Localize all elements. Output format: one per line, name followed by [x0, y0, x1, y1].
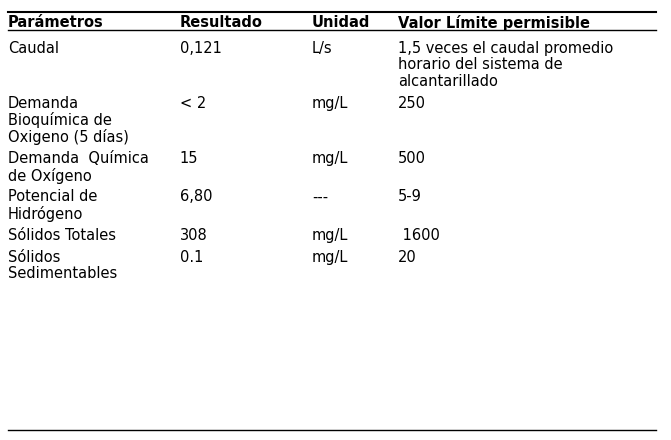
Text: de Oxígeno: de Oxígeno [8, 168, 92, 183]
Text: Potencial de: Potencial de [8, 189, 97, 205]
Text: Valor Límite permisible: Valor Límite permisible [398, 15, 590, 30]
Text: Sólidos: Sólidos [8, 250, 60, 265]
Text: Resultado: Resultado [180, 15, 263, 29]
Text: alcantarillado: alcantarillado [398, 74, 498, 89]
Text: Sedimentables: Sedimentables [8, 266, 117, 281]
Text: 308: 308 [180, 228, 207, 243]
Text: ---: --- [312, 189, 328, 205]
Text: 250: 250 [398, 96, 426, 111]
Text: Caudal: Caudal [8, 41, 59, 56]
Text: 500: 500 [398, 151, 426, 166]
Text: 6,80: 6,80 [180, 189, 212, 205]
Text: 0,121: 0,121 [180, 41, 221, 56]
Text: 1,5 veces el caudal promedio: 1,5 veces el caudal promedio [398, 41, 613, 56]
Text: Parámetros: Parámetros [8, 15, 104, 29]
Text: Sólidos Totales: Sólidos Totales [8, 228, 116, 243]
Text: 20: 20 [398, 250, 417, 265]
Text: Demanda  Química: Demanda Química [8, 151, 149, 166]
Text: horario del sistema de: horario del sistema de [398, 57, 562, 72]
Text: 1600: 1600 [398, 228, 440, 243]
Text: Oxigeno (5 días): Oxigeno (5 días) [8, 129, 129, 145]
Text: 0.1: 0.1 [180, 250, 203, 265]
Text: 15: 15 [180, 151, 199, 166]
Text: mg/L: mg/L [312, 151, 348, 166]
Text: Hidrógeno: Hidrógeno [8, 206, 83, 222]
Text: mg/L: mg/L [312, 96, 348, 111]
Text: 5-9: 5-9 [398, 189, 422, 205]
Text: < 2: < 2 [180, 96, 206, 111]
Text: mg/L: mg/L [312, 228, 348, 243]
Text: Unidad: Unidad [312, 15, 370, 29]
Text: Demanda: Demanda [8, 96, 79, 111]
Text: L/s: L/s [312, 41, 333, 56]
Text: mg/L: mg/L [312, 250, 348, 265]
Text: Bioquímica de: Bioquímica de [8, 113, 112, 128]
